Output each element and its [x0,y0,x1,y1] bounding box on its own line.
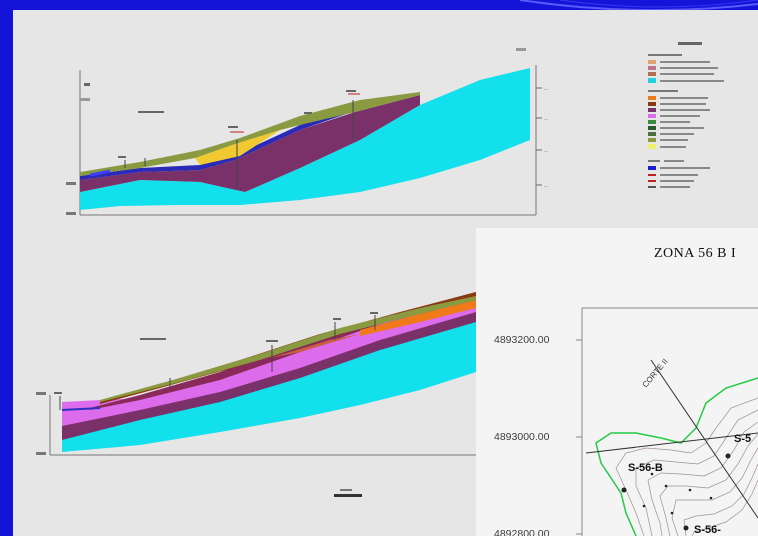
borehole-label: S-56-B [628,462,663,474]
cross-section-1: — — — — [66,48,548,216]
cross-section-2 [36,292,476,497]
svg-text:CORTE II: CORTE II [641,357,670,389]
borehole-marker [683,525,689,531]
map-panel: ZONA 56 B I 4893200.00 4893000.00 489280… [476,228,758,536]
y-tick-label: 4892800.00 [494,528,550,536]
borehole-label: S-5 [734,433,752,445]
borehole-marker [725,453,731,459]
svg-text:—: — [544,183,548,188]
borehole-marker [621,487,627,493]
y-tick-label: 4893200.00 [494,334,550,346]
topographic-map: CORTE II [576,307,758,536]
zone-boundary [595,377,758,536]
y-tick-label: 4893000.00 [494,431,550,443]
svg-text:—: — [544,148,548,153]
legend [648,42,724,188]
svg-text:—: — [544,116,548,121]
svg-text:—: — [544,86,548,91]
borehole-label: S-56- [694,524,721,536]
map-title: ZONA 56 B I [654,246,737,261]
section-line-2 [585,432,758,454]
